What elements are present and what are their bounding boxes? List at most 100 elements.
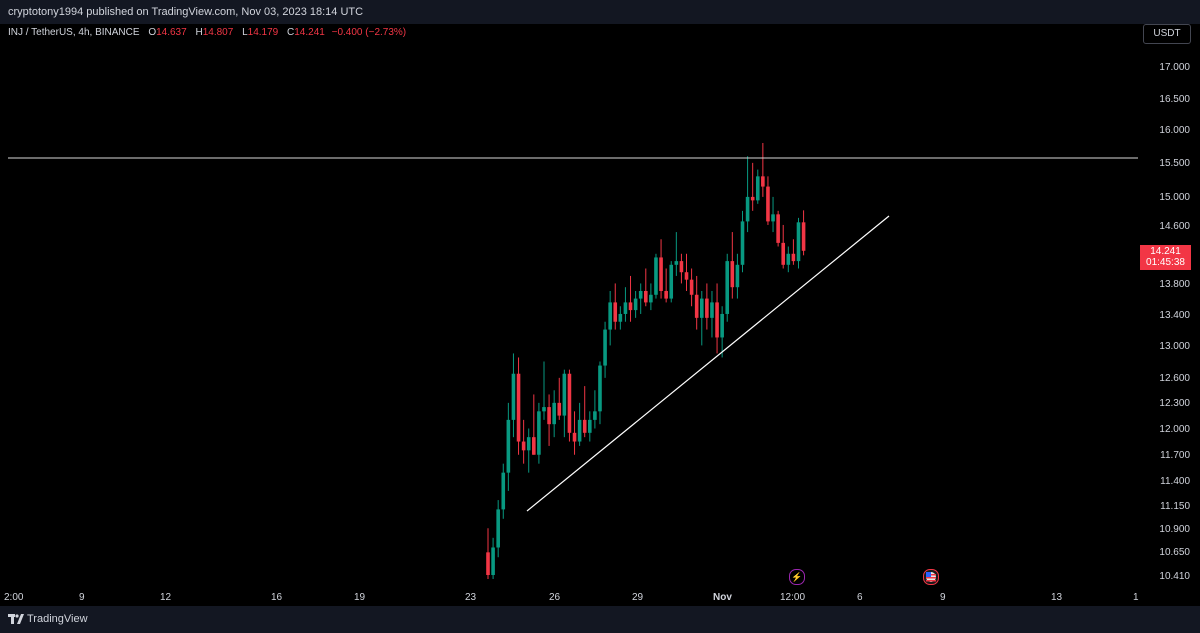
brand-name[interactable]: TradingView (27, 613, 88, 625)
candle-body[interactable] (638, 290, 643, 299)
time-axis[interactable]: 2:00 9 12 16 19 23 26 29 Nov 12:00 6 9 1… (0, 586, 1200, 606)
candle-body[interactable] (684, 272, 689, 280)
candle-body[interactable] (730, 261, 735, 288)
bar-countdown: 01:45:38 (1146, 257, 1185, 268)
price-tick: 11.150 (1160, 501, 1190, 512)
candle-body[interactable] (771, 214, 775, 222)
time-tick: 9 (79, 592, 85, 603)
time-tick: 29 (632, 592, 644, 603)
candle-body[interactable] (745, 196, 750, 222)
price-tick: 14.600 (1159, 221, 1190, 232)
candle-body[interactable] (542, 407, 546, 412)
candle-body[interactable] (720, 313, 724, 338)
us-flag-icon[interactable] (923, 569, 939, 585)
candle-body[interactable] (781, 242, 786, 265)
candle-body[interactable] (628, 302, 633, 311)
candle-body[interactable] (506, 419, 511, 473)
lightning-icon[interactable]: ⚡ (789, 569, 805, 585)
candle-body[interactable] (511, 373, 516, 420)
price-tick: 16.000 (1159, 125, 1190, 136)
candle-body[interactable] (649, 294, 653, 303)
price-tick: 11.700 (1160, 450, 1190, 461)
candle-body[interactable] (654, 257, 658, 295)
symbol-label[interactable]: INJ / TetherUS, 4h, BINANCE (8, 27, 140, 38)
candle-body[interactable] (633, 298, 638, 311)
candle-body[interactable] (689, 279, 694, 295)
price-tick: 16.500 (1159, 94, 1190, 105)
candle-body[interactable] (679, 261, 684, 273)
candle-body[interactable] (521, 441, 526, 451)
candle-body[interactable] (801, 222, 806, 251)
candle-body[interactable] (694, 294, 699, 318)
change-value: −0.400 (−2.73%) (331, 27, 407, 38)
price-tick: 15.500 (1159, 158, 1190, 169)
low-label: L (242, 27, 248, 38)
candle-body[interactable] (526, 437, 531, 451)
candle-body[interactable] (740, 221, 745, 265)
last-price-badge: 14.241 01:45:38 (1140, 245, 1191, 270)
close-value: 14.241 (294, 27, 325, 38)
ohlc-legend: INJ / TetherUS, 4h, BINANCE O14.637 H14.… (8, 27, 406, 38)
candle-body[interactable] (618, 313, 623, 322)
candle-body[interactable] (755, 176, 760, 201)
candle-body[interactable] (547, 407, 551, 425)
candle-body[interactable] (501, 472, 506, 510)
candle-body[interactable] (577, 419, 582, 442)
candle-body[interactable] (516, 373, 521, 442)
candle-body[interactable] (598, 365, 602, 412)
candle-body[interactable] (552, 402, 556, 425)
candle-body[interactable] (791, 253, 796, 262)
high-label: H (195, 27, 203, 38)
low-value: 14.179 (247, 27, 279, 38)
candle-body[interactable] (766, 186, 770, 222)
last-price-value: 14.241 (1150, 246, 1181, 257)
candle-body[interactable] (710, 302, 714, 318)
price-tick: 13.400 (1159, 310, 1190, 321)
time-tick: 12:00 (780, 592, 806, 603)
candle-body[interactable] (786, 253, 791, 265)
candle-body[interactable] (725, 261, 730, 314)
candle-body[interactable] (796, 222, 801, 262)
candle-body[interactable] (643, 290, 648, 303)
candle-body[interactable] (674, 261, 679, 265)
publish-info: cryptotony1994 published on TradingView.… (8, 6, 364, 18)
candle-body[interactable] (715, 302, 719, 338)
candle-body[interactable] (659, 257, 663, 291)
time-tick: 13 (1051, 592, 1063, 603)
candle-body[interactable] (557, 402, 562, 416)
candle-body[interactable] (588, 419, 592, 433)
candle-body[interactable] (669, 264, 674, 299)
time-tick: 23 (465, 592, 477, 603)
high-value: 14.807 (202, 27, 234, 38)
candle-body[interactable] (613, 302, 618, 322)
open-value: 14.637 (156, 27, 187, 38)
candle-body[interactable] (532, 437, 536, 455)
currency-button[interactable]: USDT (1143, 24, 1191, 44)
candle-body[interactable] (486, 552, 490, 576)
candle-body[interactable] (593, 411, 597, 420)
time-tick: 6 (857, 592, 863, 603)
candle-body[interactable] (572, 432, 577, 442)
candle-body[interactable] (491, 547, 495, 576)
candle-body[interactable] (699, 298, 704, 318)
candle-body[interactable] (761, 176, 765, 187)
candle-body[interactable] (664, 290, 668, 299)
price-tick: 11.400 (1160, 476, 1190, 487)
candle-body[interactable] (567, 373, 572, 433)
time-tick: 19 (354, 592, 366, 603)
candle-body[interactable] (750, 196, 755, 201)
candle-body[interactable] (776, 214, 780, 243)
flag-glyph (926, 572, 936, 582)
candle-body[interactable] (603, 329, 607, 366)
price-chart[interactable] (0, 24, 1200, 606)
candle-body[interactable] (562, 373, 567, 416)
candle-body[interactable] (623, 302, 628, 314)
candle-body[interactable] (705, 298, 709, 318)
trend-line[interactable] (526, 215, 890, 512)
candle-body[interactable] (735, 264, 740, 288)
tradingview-logo-icon[interactable] (8, 613, 24, 625)
candle-body[interactable] (582, 419, 587, 433)
candle-body[interactable] (496, 509, 500, 548)
candle-body[interactable] (608, 302, 612, 330)
candle-body[interactable] (537, 411, 541, 455)
